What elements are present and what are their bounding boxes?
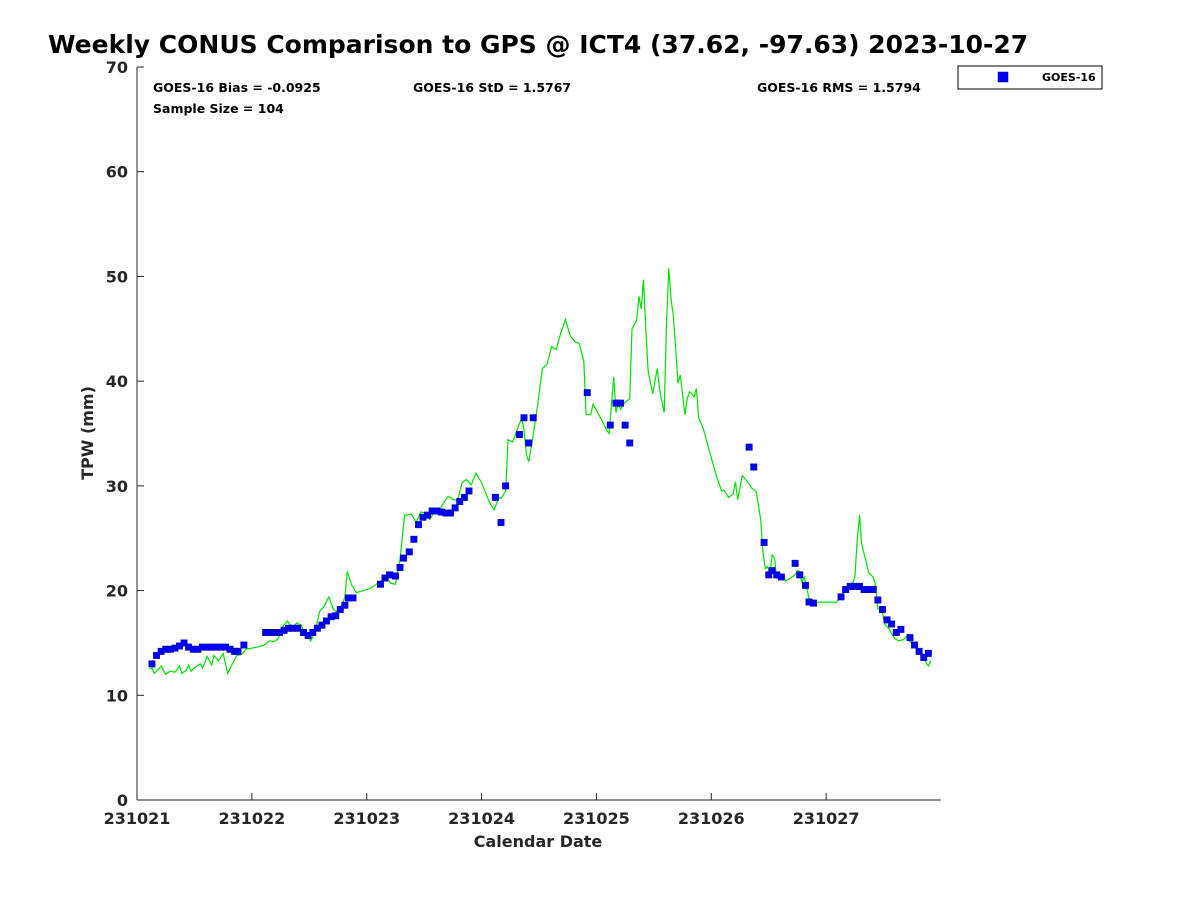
goes16-data-point <box>336 606 344 613</box>
goes16-data-point <box>400 554 407 562</box>
y-tick-label: 70 <box>106 58 128 77</box>
goes16-data-point <box>760 539 768 546</box>
goes16-data-point <box>323 617 330 625</box>
goes16-data-point <box>516 431 523 438</box>
legend: GOES-16 <box>957 65 1103 90</box>
goes16-data-point <box>606 421 614 429</box>
goes16-data-point <box>617 399 624 407</box>
goes16-data-point <box>456 498 464 505</box>
chart-title: Weekly CONUS Comparison to GPS @ ICT4 (3… <box>48 30 1029 59</box>
x-tick-label: 231025 <box>563 809 630 828</box>
goes16-data-point <box>386 571 394 579</box>
x-tick-label: 231022 <box>218 809 285 828</box>
x-tick-label: 231021 <box>104 809 171 828</box>
y-tick-label: 50 <box>106 267 128 286</box>
goes16-data-point <box>451 504 459 512</box>
goes16-data-point <box>626 439 634 447</box>
goes16-data-point <box>529 414 537 422</box>
goes16-data-point <box>911 641 918 649</box>
goes16-data-point <box>791 559 799 567</box>
y-axis-label: TPW (mm) <box>78 386 97 480</box>
goes-points-layer <box>148 389 932 668</box>
goes16-data-point <box>502 482 510 490</box>
stat-std: GOES-16 StD = 1.5767 <box>413 80 571 95</box>
goes16-data-point <box>802 581 809 589</box>
legend-box <box>957 65 1103 90</box>
goes16-data-point <box>810 599 817 607</box>
gps-line-layer <box>149 268 932 676</box>
y-tick-label: 30 <box>106 477 128 496</box>
goes16-data-point <box>920 654 928 661</box>
legend-marker-goes16 <box>997 71 1009 83</box>
goes16-data-point <box>525 439 533 447</box>
goes16-data-point <box>234 647 242 655</box>
goes16-data-point <box>424 511 431 519</box>
stat-rms: GOES-16 RMS = 1.5794 <box>757 80 921 95</box>
goes16-data-point <box>332 612 340 620</box>
y-tick-label: 40 <box>106 372 128 391</box>
x-tick-label: 231024 <box>448 809 515 828</box>
goes16-data-point <box>745 443 753 451</box>
y-tick-label: 20 <box>106 582 128 601</box>
goes16-data-point <box>837 593 845 601</box>
goes16-data-point <box>796 571 804 579</box>
goes16-data-point <box>148 660 156 668</box>
goes16-data-point <box>153 652 161 659</box>
goes16-data-point <box>309 629 317 636</box>
goes16-data-point <box>460 493 468 501</box>
x-axis-label: Calendar Date <box>474 832 603 851</box>
goes16-data-point <box>377 580 384 588</box>
goes16-data-point <box>750 463 758 471</box>
goes16-data-point <box>906 634 914 642</box>
goes16-data-point <box>924 649 932 657</box>
goes16-data-point <box>396 564 404 571</box>
goes16-data-point <box>410 535 418 543</box>
goes16-data-point <box>915 647 923 655</box>
goes16-data-point <box>583 389 591 397</box>
x-tick-label: 231027 <box>793 809 860 828</box>
goes16-data-point <box>447 509 454 517</box>
goes16-data-point <box>294 624 302 632</box>
gps-series-line <box>149 268 932 676</box>
goes16-data-point <box>341 601 349 609</box>
stat-sample-size: Sample Size = 104 <box>153 101 284 116</box>
goes16-data-point <box>777 573 785 581</box>
goes16-data-point <box>318 621 326 629</box>
goes16-data-point <box>497 519 505 526</box>
goes16-data-point <box>621 421 629 429</box>
x-tick-label: 231023 <box>333 809 400 828</box>
goes16-data-point <box>888 620 896 628</box>
goes16-data-point <box>879 606 886 613</box>
goes16-data-point <box>240 641 248 649</box>
goes16-data-point <box>465 487 473 495</box>
goes16-data-point <box>392 572 399 580</box>
goes16-data-point <box>869 586 877 593</box>
goes16-data-point <box>180 639 188 647</box>
goes16-data-point <box>415 521 422 529</box>
goes16-data-point <box>874 596 882 604</box>
x-tick-label: 231026 <box>678 809 745 828</box>
goes16-data-point <box>883 616 891 624</box>
y-tick-label: 60 <box>106 163 128 182</box>
goes16-data-point <box>897 625 905 633</box>
goes16-data-point <box>520 414 528 422</box>
goes16-data-point <box>405 548 413 556</box>
legend-label-goes16: GOES-16 <box>1042 71 1096 84</box>
goes16-data-point <box>349 594 357 602</box>
y-tick-label: 10 <box>106 686 128 705</box>
goes16-data-point <box>491 493 499 501</box>
stat-bias: GOES-16 Bias = -0.0925 <box>153 80 321 95</box>
axes: 0 10 20 30 40 50 60 70 231021 231022 231023 231024 2… <box>104 58 941 828</box>
goes16-data-point <box>768 567 776 575</box>
y-tick-label: 0 <box>117 791 128 810</box>
